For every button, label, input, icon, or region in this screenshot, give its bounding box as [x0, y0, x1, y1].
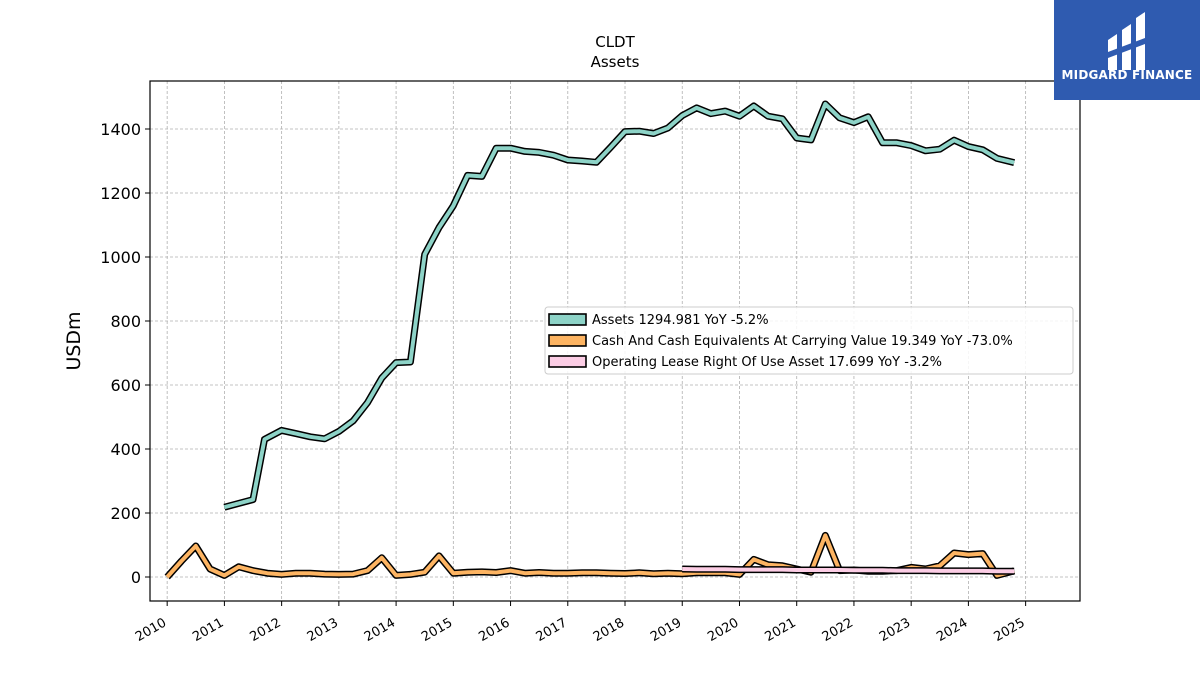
legend-swatch [548, 313, 587, 326]
x-tick-label: 2022 [820, 615, 856, 645]
x-tick-label: 2017 [534, 615, 570, 645]
midgard-logo-icon [1108, 12, 1145, 70]
legend-swatch [548, 334, 587, 347]
x-tick-label: 2011 [190, 615, 226, 645]
series-line [223, 102, 1015, 510]
x-tick-label: 2019 [648, 615, 684, 645]
y-tick-label: 800 [110, 312, 141, 331]
brand-name: MIDGARD FINANCE [1061, 68, 1193, 82]
x-tick-label: 2020 [705, 615, 741, 645]
chart-title: CLDT [595, 33, 635, 51]
x-tick-label: 2014 [362, 615, 398, 645]
y-axis-label: USDm [63, 311, 85, 370]
y-tick-label: 1000 [100, 248, 141, 267]
x-tick-label: 2016 [476, 615, 512, 645]
series-line [682, 567, 1015, 574]
x-tick-label: 2018 [591, 615, 627, 645]
y-tick-label: 600 [110, 376, 141, 395]
x-tick-label: 2013 [305, 615, 341, 645]
legend-box [544, 306, 1074, 375]
chart-subtitle: Assets [591, 53, 640, 71]
y-tick-label: 400 [110, 440, 141, 459]
x-tick-label: 2012 [247, 615, 283, 645]
legend-entry: Cash And Cash Equivalents At Carrying Va… [592, 334, 1013, 349]
series-line-outline [223, 100, 1016, 511]
x-tick-label: 2024 [934, 615, 970, 645]
series-0 [223, 100, 1016, 511]
x-tick-label: 2015 [419, 615, 455, 645]
plot-area-frame [149, 80, 1081, 602]
x-tick-label: 2021 [763, 615, 799, 645]
series-2 [682, 565, 1015, 575]
y-tick-label: 1200 [100, 184, 141, 203]
y-tick-label: 200 [110, 504, 141, 523]
legend: Assets 1294.981 YoY -5.2% Cash And Cash E… [544, 306, 1074, 375]
x-axis: 2010 2011 2012 2013 2014 2015 2016 2017 2018 2019… [133, 601, 1028, 645]
legend-swatch [548, 355, 587, 368]
x-tick-label: 2023 [877, 615, 913, 645]
y-tick-label: 0 [131, 568, 141, 587]
y-axis: 0 200 400 600 800 1000 1200 1400 [100, 120, 150, 587]
brand-logo: MIDGARD FINANCE [1054, 0, 1200, 100]
series-layer [164, 100, 1016, 580]
x-tick-label: 2010 [133, 615, 169, 645]
y-tick-label: 1400 [100, 120, 141, 139]
x-tick-label: 2025 [991, 615, 1027, 645]
legend-entry: Assets 1294.981 YoY -5.2% [592, 313, 769, 328]
legend-entry: Operating Lease Right Of Use Asset 17.69… [592, 355, 942, 370]
